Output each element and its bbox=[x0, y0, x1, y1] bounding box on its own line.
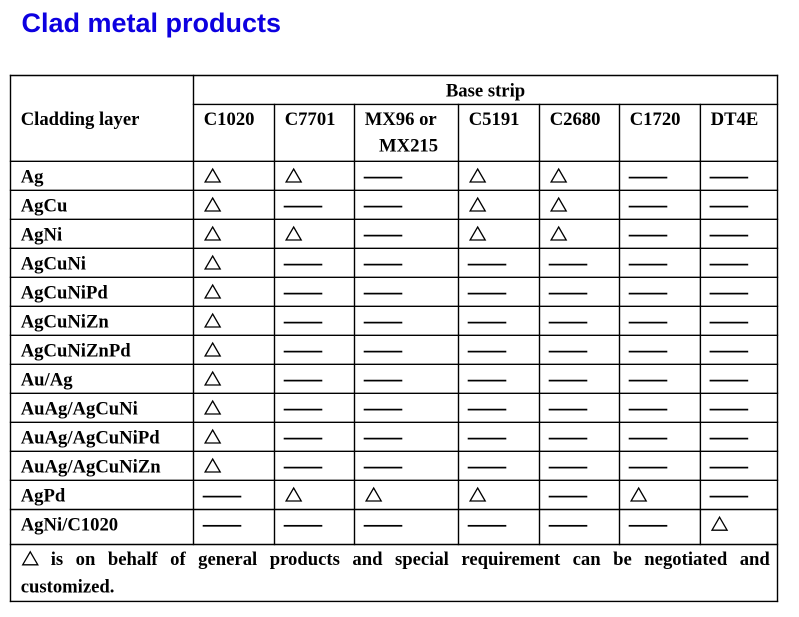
svg-text:is: is bbox=[51, 549, 63, 570]
svg-text:MX96 or: MX96 or bbox=[365, 109, 437, 130]
svg-text:AuAg/AgCuNiPd: AuAg/AgCuNiPd bbox=[21, 428, 161, 449]
svg-text:C1020: C1020 bbox=[204, 109, 255, 130]
svg-text:DT4E: DT4E bbox=[711, 109, 759, 130]
svg-text:AuAg/AgCuNi: AuAg/AgCuNi bbox=[21, 399, 138, 420]
svg-text:can: can bbox=[573, 549, 602, 570]
svg-text:MX215: MX215 bbox=[379, 136, 438, 157]
svg-text:AgCuNi: AgCuNi bbox=[21, 254, 86, 275]
svg-text:AgCuNiZn: AgCuNiZn bbox=[21, 312, 110, 333]
svg-text:Base strip: Base strip bbox=[446, 81, 525, 102]
svg-text:AgNi/C1020: AgNi/C1020 bbox=[21, 515, 118, 536]
svg-text:AgNi: AgNi bbox=[21, 225, 62, 246]
svg-text:C5191: C5191 bbox=[469, 109, 520, 130]
svg-text:behalf: behalf bbox=[108, 549, 159, 570]
svg-text:and: and bbox=[740, 549, 771, 570]
svg-text:AuAg/AgCuNiZn: AuAg/AgCuNiZn bbox=[21, 457, 162, 478]
svg-text:requirement: requirement bbox=[461, 549, 561, 570]
svg-text:C1720: C1720 bbox=[630, 109, 681, 130]
svg-text:C2680: C2680 bbox=[550, 109, 601, 130]
svg-text:negotiated: negotiated bbox=[644, 549, 728, 570]
svg-text:Clad metal products: Clad metal products bbox=[22, 8, 282, 38]
svg-text:on: on bbox=[76, 549, 96, 570]
svg-text:of: of bbox=[170, 549, 186, 570]
svg-text:be: be bbox=[613, 549, 632, 570]
svg-text:AgCuNiPd: AgCuNiPd bbox=[21, 283, 109, 304]
svg-text:Ag: Ag bbox=[21, 167, 44, 188]
svg-text:and: and bbox=[352, 549, 383, 570]
svg-text:products: products bbox=[270, 549, 340, 570]
svg-text:C7701: C7701 bbox=[285, 109, 336, 130]
svg-text:AgCu: AgCu bbox=[21, 196, 68, 217]
svg-text:special: special bbox=[395, 549, 449, 570]
svg-text:AgPd: AgPd bbox=[21, 486, 66, 507]
svg-text:Cladding layer: Cladding layer bbox=[21, 109, 140, 130]
svg-text:AgCuNiZnPd: AgCuNiZnPd bbox=[21, 341, 132, 362]
svg-text:customized.: customized. bbox=[21, 577, 115, 598]
svg-text:general: general bbox=[198, 549, 257, 570]
svg-text:Au/Ag: Au/Ag bbox=[21, 370, 74, 391]
